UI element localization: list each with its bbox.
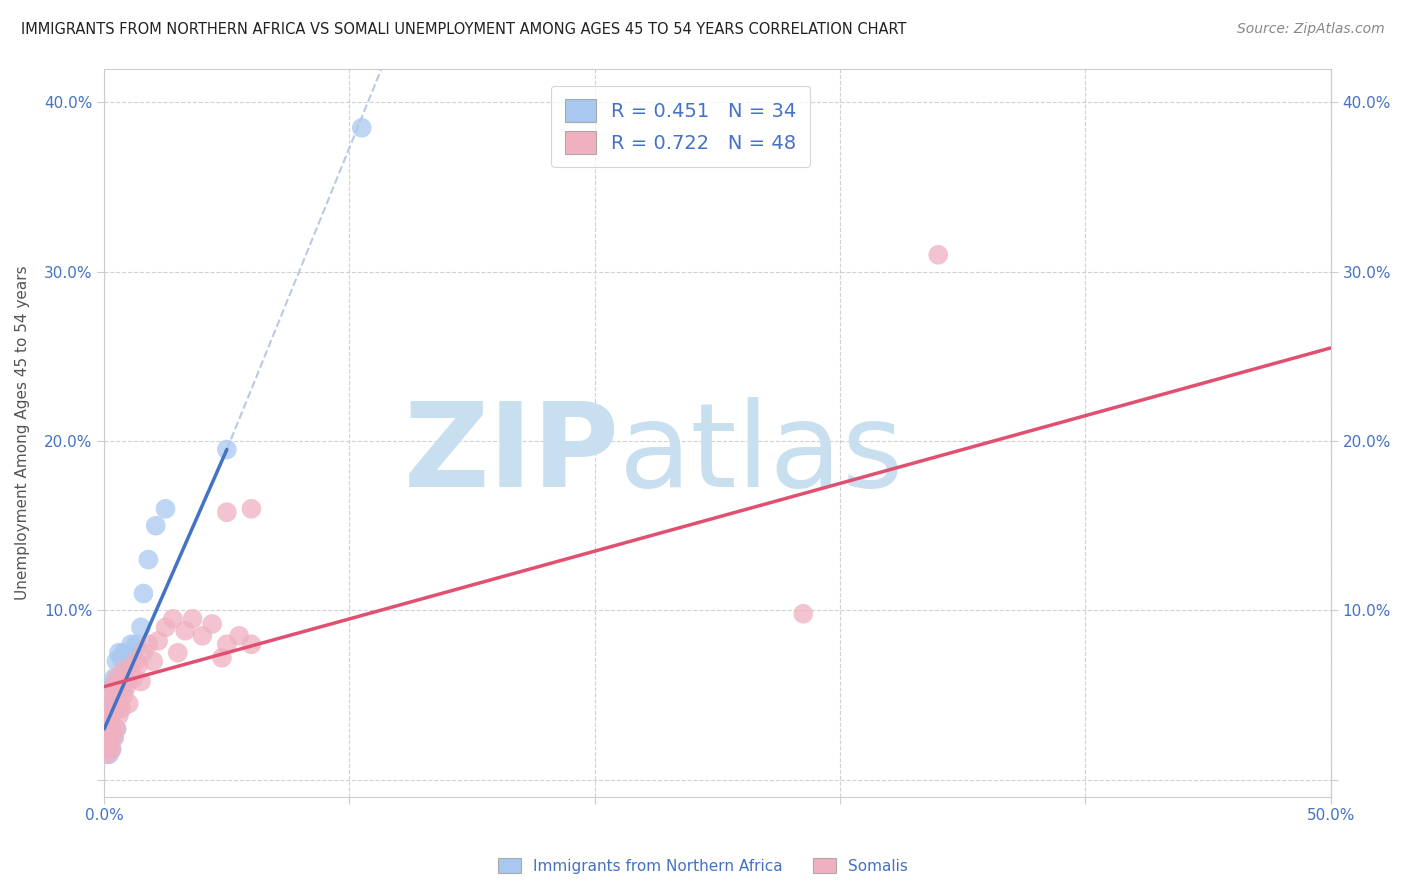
Legend: Immigrants from Northern Africa, Somalis: Immigrants from Northern Africa, Somalis <box>492 852 914 880</box>
Point <box>105 688 128 702</box>
Y-axis label: Unemployment Among Ages 45 to 54 years: Unemployment Among Ages 45 to 54 years <box>15 265 30 600</box>
Point <box>110 701 132 715</box>
Point <box>108 671 131 685</box>
Point <box>201 616 224 631</box>
Point <box>112 646 135 660</box>
Point <box>240 501 263 516</box>
Point <box>96 731 118 745</box>
Point <box>105 722 128 736</box>
Point <box>122 646 145 660</box>
Point <box>132 646 155 660</box>
Point <box>120 637 142 651</box>
Point <box>108 697 131 711</box>
Point <box>129 674 152 689</box>
Point <box>100 722 122 736</box>
Point <box>110 674 132 689</box>
Point <box>174 624 197 638</box>
Point <box>103 731 125 745</box>
Point <box>350 120 373 135</box>
Point <box>125 654 148 668</box>
Point <box>115 680 138 694</box>
Point <box>228 629 250 643</box>
Point <box>118 697 141 711</box>
Point <box>122 671 145 685</box>
Point <box>96 708 118 723</box>
Point <box>112 663 135 677</box>
Point <box>100 688 122 702</box>
Point <box>927 248 949 262</box>
Point <box>118 671 141 685</box>
Point <box>211 650 233 665</box>
Point <box>145 518 167 533</box>
Point <box>166 646 188 660</box>
Point <box>128 657 150 672</box>
Point <box>96 739 118 753</box>
Point <box>100 697 122 711</box>
Point <box>108 646 131 660</box>
Point <box>112 688 135 702</box>
Point <box>132 586 155 600</box>
Point <box>96 722 118 736</box>
Point <box>98 731 121 745</box>
Point <box>98 705 121 719</box>
Point <box>138 637 160 651</box>
Point <box>100 680 122 694</box>
Point <box>98 739 121 753</box>
Point <box>115 654 138 668</box>
Point <box>112 680 135 694</box>
Point <box>96 747 118 762</box>
Text: IMMIGRANTS FROM NORTHERN AFRICA VS SOMALI UNEMPLOYMENT AMONG AGES 45 TO 54 YEARS: IMMIGRANTS FROM NORTHERN AFRICA VS SOMAL… <box>21 22 907 37</box>
Point <box>155 620 177 634</box>
Point <box>110 680 132 694</box>
Point <box>103 671 125 685</box>
Text: Source: ZipAtlas.com: Source: ZipAtlas.com <box>1237 22 1385 37</box>
Point <box>108 680 131 694</box>
Text: atlas: atlas <box>619 397 904 512</box>
Point <box>129 620 152 634</box>
Point <box>142 654 165 668</box>
Point <box>98 714 121 728</box>
Point <box>103 697 125 711</box>
Point <box>103 705 125 719</box>
Point <box>215 442 238 457</box>
Point <box>181 612 204 626</box>
Point <box>105 722 128 736</box>
Point <box>146 633 169 648</box>
Point <box>125 637 148 651</box>
Point <box>215 505 238 519</box>
Point <box>162 612 184 626</box>
Point <box>100 742 122 756</box>
Point <box>108 708 131 723</box>
Point <box>105 697 128 711</box>
Point <box>240 637 263 651</box>
Point <box>215 637 238 651</box>
Point <box>792 607 814 621</box>
Point <box>191 629 214 643</box>
Legend: R = 0.451   N = 34, R = 0.722   N = 48: R = 0.451 N = 34, R = 0.722 N = 48 <box>551 86 810 168</box>
Point <box>118 663 141 677</box>
Point <box>110 650 132 665</box>
Point <box>105 654 128 668</box>
Point <box>120 663 142 677</box>
Point <box>98 747 121 762</box>
Point <box>103 731 125 745</box>
Point <box>103 680 125 694</box>
Point <box>138 552 160 566</box>
Text: ZIP: ZIP <box>404 397 619 512</box>
Point <box>98 697 121 711</box>
Point <box>155 501 177 516</box>
Point <box>100 722 122 736</box>
Point <box>105 671 128 685</box>
Point <box>100 742 122 756</box>
